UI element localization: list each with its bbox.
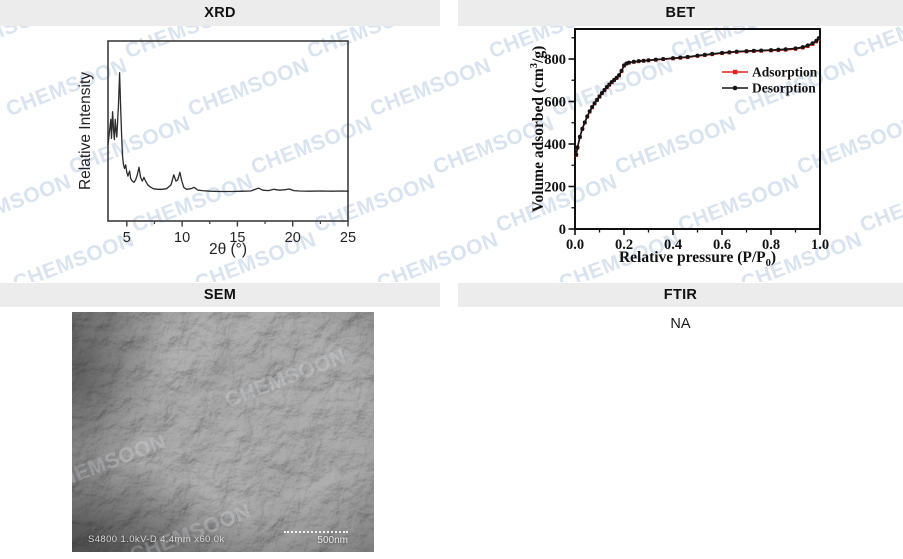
- bet-marker-desorption: [710, 51, 715, 56]
- bet-marker-desorption: [759, 48, 764, 53]
- bet-x-axis-label: Relative pressure (P/P0): [619, 249, 776, 269]
- bet-marker-desorption: [671, 56, 675, 61]
- bet-y-tick-label: 400: [544, 137, 566, 153]
- sem-texture: [72, 312, 374, 552]
- bet-marker-desorption: [810, 41, 815, 46]
- bet-legend-marker: [733, 69, 738, 75]
- bet-marker-desorption: [793, 46, 798, 51]
- bet-marker-desorption: [734, 49, 739, 54]
- bet-marker-desorption: [587, 109, 592, 114]
- bet-marker-desorption: [695, 53, 700, 58]
- xrd-x-tick-label: 25: [340, 230, 356, 246]
- bet-marker-desorption: [582, 120, 587, 125]
- bet-marker-desorption: [800, 45, 805, 50]
- sem-scale-ticks: [284, 531, 348, 533]
- bet-x-tick-label: 0.8: [762, 237, 780, 253]
- bet-marker-desorption: [816, 36, 821, 41]
- sem-panel-header: SEM: [0, 283, 440, 307]
- bet-marker-desorption: [595, 97, 600, 102]
- ftir-na-text: NA: [670, 316, 691, 332]
- bet-x-tick-label: 0.2: [615, 237, 633, 253]
- chemsoon-watermark: CHEMSOON: [373, 227, 502, 282]
- bet-panel-title: BET: [665, 5, 696, 21]
- xrd-chart: 5 10 15 20 25 2θ (°) Relative Intensity: [77, 40, 356, 258]
- bet-marker-desorption: [636, 59, 641, 64]
- bet-marker-desorption: [702, 52, 707, 57]
- bet-legend-label: Adsorption: [752, 65, 818, 80]
- bet-marker-desorption: [661, 57, 666, 61]
- bet-marker-desorption: [602, 88, 607, 93]
- xrd-trace: [107, 72, 349, 193]
- bet-x-tick-label: 0.0: [566, 237, 584, 253]
- bet-panel-header: BET: [458, 0, 903, 26]
- bet-marker-desorption: [592, 101, 597, 106]
- bet-marker-desorption: [805, 43, 810, 48]
- bet-marker-desorption: [577, 134, 582, 139]
- bet-marker-desorption: [646, 58, 651, 63]
- bet-marker-desorption: [585, 114, 590, 119]
- bet-marker-desorption: [599, 91, 604, 95]
- sem-scale-bar: 500nm: [284, 531, 348, 546]
- bet-marker-desorption: [678, 55, 683, 60]
- xrd-panel-header: XRD: [0, 0, 440, 26]
- bet-plot-box: [574, 28, 821, 230]
- bet-chart: 0 200 400 600 800 0.0 0.2 0.4 0.6 0.8 1.0 Adsorptio…: [529, 28, 829, 269]
- xrd-y-axis-label: Relative Intensity: [77, 72, 94, 190]
- bet-marker-desorption: [574, 152, 579, 157]
- ftir-panel-header: FTIR: [458, 283, 903, 307]
- bet-marker-desorption: [614, 75, 619, 80]
- xrd-plot-box: [107, 40, 349, 222]
- bet-legend-label: Desorption: [752, 81, 816, 96]
- sem-panel-title: SEM: [203, 287, 237, 303]
- bet-marker-desorption: [776, 47, 781, 52]
- bet-marker-desorption: [607, 82, 612, 87]
- bet-x-tick-label: 0.6: [713, 237, 731, 253]
- xrd-x-tick-label: 15: [229, 230, 245, 246]
- bet-marker-desorption: [631, 59, 636, 64]
- bet-y-tick-label: 600: [544, 95, 566, 111]
- bet-x-tick-label: 0.4: [664, 237, 682, 253]
- bet-marker-desorption: [720, 50, 724, 55]
- bet-y-tick-label: 800: [544, 52, 566, 68]
- chemsoon-watermark: CHEMSOON: [366, 53, 495, 122]
- xrd-x-tick-label: 20: [285, 230, 301, 246]
- bet-y-tick-label: 200: [544, 180, 566, 196]
- bet-y-tick-label: 0: [559, 222, 566, 238]
- bet-marker-desorption: [619, 68, 624, 73]
- bet-marker-desorption: [653, 57, 658, 62]
- xrd-x-tick-label: 5: [123, 230, 131, 246]
- bet-marker-desorption: [814, 38, 819, 43]
- bet-marker-desorption: [751, 48, 756, 53]
- sem-micrograph: S4800 1.0kV-D 4.4mm x60.0k 500nm CHEMSOO…: [72, 312, 374, 552]
- bet-marker-desorption: [580, 126, 585, 131]
- bet-marker-desorption: [685, 54, 690, 59]
- bet-x-tick-label: 1.0: [811, 237, 829, 253]
- bet-legend-marker: [732, 85, 738, 91]
- sem-scale-label: 500nm: [317, 535, 348, 546]
- bet-marker-desorption: [769, 48, 773, 53]
- bet-marker-desorption: [626, 60, 631, 65]
- bet-marker-desorption: [597, 94, 602, 99]
- xrd-panel-title: XRD: [204, 5, 236, 21]
- bet-marker-desorption: [783, 47, 788, 52]
- ftir-panel-title: FTIR: [663, 287, 698, 303]
- sem-caption: S4800 1.0kV-D 4.4mm x60.0k: [88, 534, 225, 545]
- bet-y-axis-label: Volume adsorbed (cm3/g): [529, 46, 547, 213]
- xrd-x-axis-label: 2θ (°): [209, 241, 247, 258]
- xrd-x-tick-label: 10: [174, 230, 190, 246]
- bet-marker-desorption: [744, 49, 749, 54]
- bet-marker-desorption: [641, 58, 646, 63]
- bet-marker-desorption: [727, 50, 732, 55]
- bet-marker-desorption: [604, 85, 609, 90]
- bet-marker-desorption: [590, 105, 595, 110]
- bet-marker-desorption: [575, 145, 580, 150]
- bet-marker-desorption: [617, 73, 622, 78]
